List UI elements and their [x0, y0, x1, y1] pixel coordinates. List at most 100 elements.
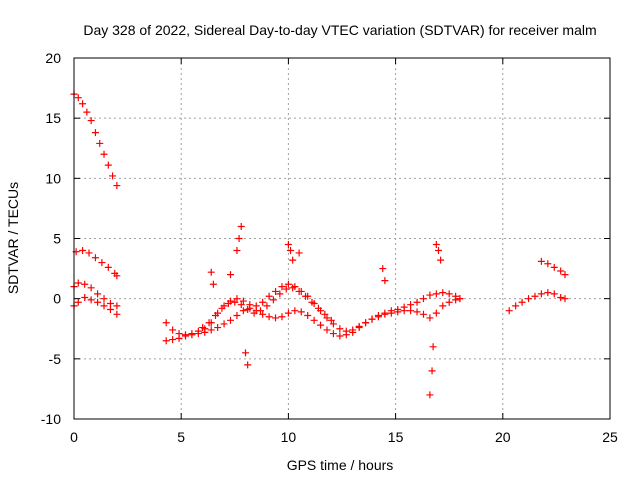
data-point [257, 307, 265, 315]
data-point [100, 302, 108, 310]
data-point [512, 302, 520, 310]
data-point [94, 290, 102, 298]
data-point [284, 241, 292, 249]
chart-title: Day 328 of 2022, Sidereal Day-to-day VTE… [83, 22, 596, 38]
series-main-track-c [199, 284, 335, 332]
data-point [407, 307, 415, 315]
data-point [188, 331, 196, 339]
data-point [162, 319, 170, 327]
data-point [379, 265, 387, 273]
data-point [323, 326, 331, 334]
y-tick-label: 10 [45, 170, 61, 186]
data-point [231, 298, 239, 306]
data-point [276, 290, 284, 298]
series-lower-early-track [70, 293, 121, 318]
data-point [207, 268, 215, 276]
data-point [239, 297, 247, 305]
data-point [426, 391, 434, 399]
series-spikes [207, 222, 445, 399]
data-point [205, 319, 213, 327]
data-point [212, 312, 220, 320]
data-point [537, 257, 545, 265]
data-point [237, 301, 245, 309]
data-point [250, 309, 258, 317]
data-point [199, 324, 207, 332]
data-point [284, 280, 292, 288]
data-point [387, 309, 395, 317]
data-point [235, 235, 243, 242]
data-point [362, 319, 370, 327]
data-point [269, 296, 277, 304]
data-point [87, 296, 95, 304]
data-point [381, 277, 389, 285]
data-point [413, 298, 421, 306]
y-tick-label: -5 [49, 351, 62, 367]
data-point [100, 295, 108, 303]
data-point [289, 256, 297, 264]
data-point [314, 304, 322, 312]
x-tick-label: 5 [177, 429, 185, 445]
data-point [104, 263, 112, 271]
data-point [239, 307, 247, 315]
data-point [561, 295, 569, 303]
data-point [74, 298, 82, 306]
data-point [355, 324, 363, 332]
data-point [244, 361, 252, 369]
data-point [242, 349, 250, 357]
data-point [113, 302, 121, 310]
data-point [304, 312, 312, 320]
data-point [227, 271, 235, 279]
data-point [329, 320, 337, 328]
x-tick-label: 10 [281, 429, 297, 445]
data-point [278, 313, 286, 321]
data-point [113, 310, 121, 318]
data-point [96, 139, 104, 147]
data-point [327, 316, 335, 324]
y-axis-label: SDTVAR / TECUs [5, 182, 21, 294]
data-point [169, 336, 177, 344]
data-point [550, 290, 558, 298]
data-point [381, 310, 389, 318]
data-point [237, 222, 245, 230]
data-point [437, 256, 445, 264]
data-point [342, 331, 350, 339]
data-point [265, 313, 273, 321]
data-point [445, 298, 453, 306]
data-point [310, 316, 318, 324]
data-point [272, 287, 280, 295]
data-point [94, 298, 102, 306]
data-point [429, 343, 437, 351]
data-point [259, 310, 267, 318]
data-point [113, 182, 121, 190]
data-point [518, 298, 526, 306]
data-point [544, 289, 552, 297]
data-point [439, 289, 447, 297]
data-point [74, 279, 82, 287]
data-point [336, 332, 344, 340]
data-point [113, 272, 121, 280]
data-point [218, 304, 226, 312]
axis-ticks: 0 5 10 15 20 25 -10 -5 0 5 10 15 20 [41, 50, 618, 445]
data-point [302, 292, 310, 300]
data-point [531, 292, 539, 300]
data-point [394, 308, 402, 316]
data-point [209, 280, 217, 288]
data-point [295, 287, 303, 295]
series-upper-early-track [72, 247, 121, 280]
data-point [98, 259, 106, 267]
data-point [169, 326, 177, 334]
x-tick-label: 25 [602, 429, 618, 445]
data-point [194, 330, 202, 338]
data-point [175, 334, 183, 342]
series-descending-track [70, 90, 121, 190]
data-point [265, 292, 273, 300]
x-axis-label: GPS time / hours [287, 457, 394, 473]
data-point [259, 298, 267, 306]
data-point [297, 308, 305, 316]
data-point [525, 295, 533, 303]
data-point [214, 324, 222, 332]
data-point [79, 100, 87, 108]
data-point [233, 312, 241, 320]
data-point [244, 305, 252, 313]
